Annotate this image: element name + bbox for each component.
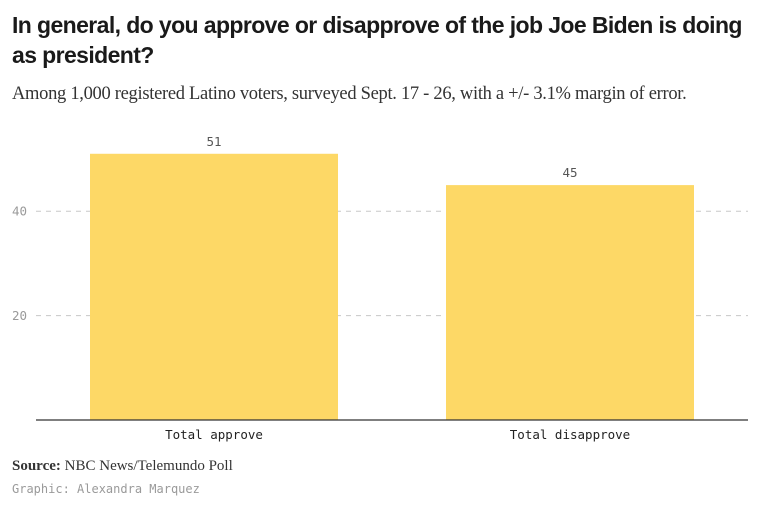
- source-note: Source: NBC News/Telemundo Poll: [12, 458, 233, 475]
- graphic-credit: Graphic: Alexandra Marquez: [12, 482, 200, 496]
- chart-subtitle: Among 1,000 registered Latino voters, su…: [12, 84, 687, 104]
- bar-total-disapprove: [446, 185, 694, 420]
- y-tick-label-20: 20: [12, 308, 27, 323]
- y-tick-label-40: 40: [12, 204, 27, 219]
- labels: 20 40 51 Total approve 45 Total disapprove: [12, 134, 630, 442]
- x-category-label: Total approve: [165, 427, 263, 442]
- bars: [90, 153, 694, 420]
- source-text: NBC News/Telemundo Poll: [64, 458, 233, 474]
- x-category-label: Total disapprove: [510, 427, 630, 442]
- bar-value-label: 45: [562, 165, 577, 180]
- source-label: Source:: [12, 458, 61, 474]
- chart-title: In general, do you approve or disapprove…: [12, 12, 742, 68]
- bar-value-label: 51: [206, 134, 221, 149]
- bar-total-approve: [90, 153, 338, 420]
